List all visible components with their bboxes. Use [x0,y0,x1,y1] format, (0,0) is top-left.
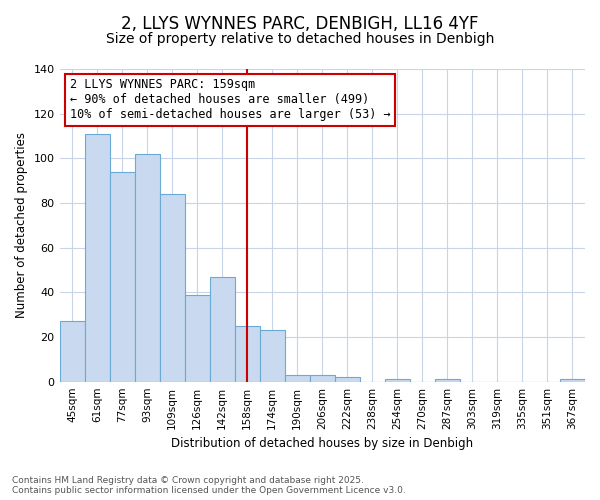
Bar [335,377,360,382]
X-axis label: Distribution of detached houses by size in Denbigh: Distribution of detached houses by size … [171,437,473,450]
Bar [435,380,460,382]
Bar [560,380,585,382]
Bar [385,380,410,382]
Bar [134,154,160,382]
Bar [160,194,185,382]
Bar [310,375,335,382]
Y-axis label: Number of detached properties: Number of detached properties [15,132,28,318]
Bar [209,276,235,382]
Text: Contains HM Land Registry data © Crown copyright and database right 2025.
Contai: Contains HM Land Registry data © Crown c… [12,476,406,495]
Bar [110,172,134,382]
Text: 2 LLYS WYNNES PARC: 159sqm
← 90% of detached houses are smaller (499)
10% of sem: 2 LLYS WYNNES PARC: 159sqm ← 90% of deta… [70,78,391,122]
Bar [85,134,110,382]
Bar [185,294,209,382]
Text: 2, LLYS WYNNES PARC, DENBIGH, LL16 4YF: 2, LLYS WYNNES PARC, DENBIGH, LL16 4YF [121,15,479,33]
Bar [59,322,85,382]
Bar [235,326,260,382]
Bar [285,375,310,382]
Text: Size of property relative to detached houses in Denbigh: Size of property relative to detached ho… [106,32,494,46]
Bar [260,330,285,382]
